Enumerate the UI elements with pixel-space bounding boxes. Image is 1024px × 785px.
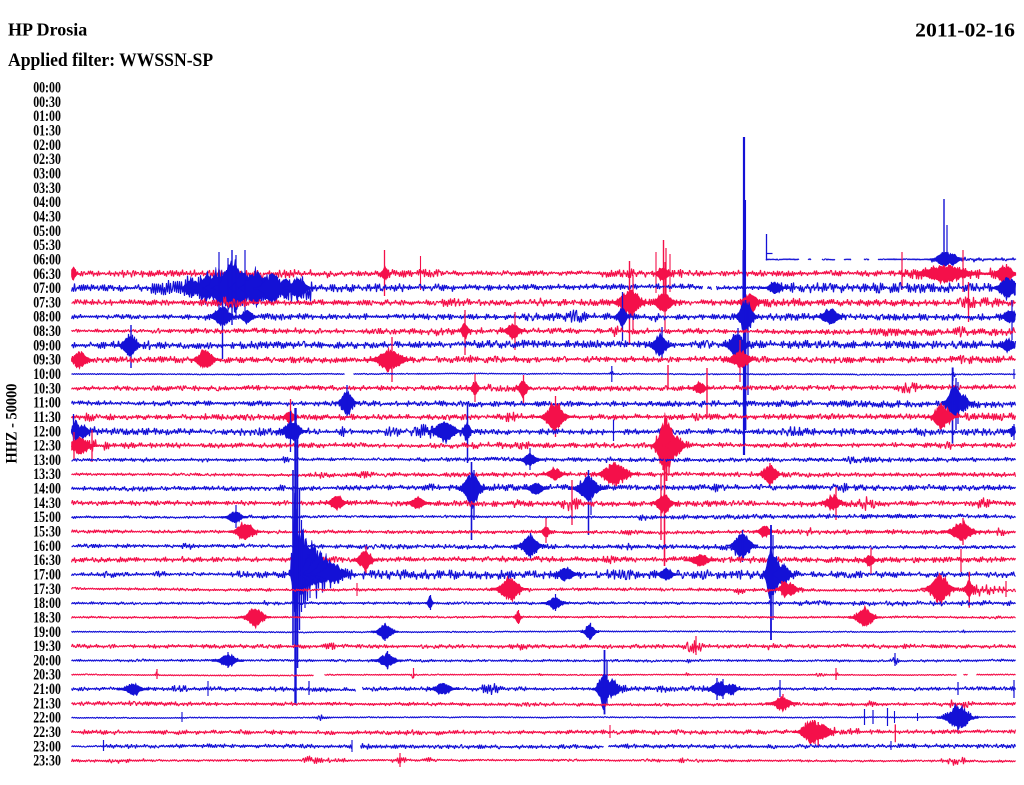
svg-text:20:30: 20:30 [33, 667, 61, 684]
svg-text:20:00: 20:00 [33, 652, 61, 669]
svg-text:06:30: 06:30 [33, 266, 61, 283]
svg-text:Applied filter: WWSSN-SP: Applied filter: WWSSN-SP [8, 50, 213, 71]
svg-text:08:00: 08:00 [33, 309, 61, 326]
svg-text:12:00: 12:00 [33, 423, 61, 440]
svg-text:11:00: 11:00 [33, 395, 61, 412]
svg-text:03:30: 03:30 [33, 180, 61, 197]
svg-text:01:30: 01:30 [33, 123, 61, 140]
svg-text:16:30: 16:30 [33, 552, 61, 569]
svg-text:19:00: 19:00 [33, 624, 61, 641]
svg-text:11:30: 11:30 [33, 409, 61, 426]
svg-text:HP Drosia: HP Drosia [8, 20, 87, 40]
svg-text:13:00: 13:00 [33, 452, 61, 469]
svg-text:07:00: 07:00 [33, 280, 61, 297]
svg-text:23:30: 23:30 [33, 753, 61, 770]
svg-text:19:30: 19:30 [33, 638, 61, 655]
svg-text:04:00: 04:00 [33, 194, 61, 211]
svg-text:21:00: 21:00 [33, 681, 61, 698]
svg-text:00:30: 00:30 [33, 94, 61, 111]
svg-text:05:00: 05:00 [33, 223, 61, 240]
svg-text:18:30: 18:30 [33, 609, 61, 626]
svg-text:15:30: 15:30 [33, 524, 61, 541]
svg-text:18:00: 18:00 [33, 595, 61, 612]
svg-text:17:30: 17:30 [33, 581, 61, 598]
svg-text:03:00: 03:00 [33, 166, 61, 183]
svg-text:22:30: 22:30 [33, 724, 61, 741]
svg-text:04:30: 04:30 [33, 209, 61, 226]
svg-text:06:00: 06:00 [33, 251, 61, 268]
svg-text:2011-02-16: 2011-02-16 [915, 20, 1015, 42]
svg-text:00:00: 00:00 [33, 80, 61, 97]
svg-text:12:30: 12:30 [33, 438, 61, 455]
svg-text:17:00: 17:00 [33, 567, 61, 584]
svg-text:22:00: 22:00 [33, 710, 61, 727]
svg-text:15:00: 15:00 [33, 509, 61, 526]
svg-text:14:30: 14:30 [33, 495, 61, 512]
svg-text:05:30: 05:30 [33, 237, 61, 254]
svg-text:07:30: 07:30 [33, 294, 61, 311]
svg-text:16:00: 16:00 [33, 538, 61, 555]
svg-text:21:30: 21:30 [33, 695, 61, 712]
svg-text:10:30: 10:30 [33, 380, 61, 397]
svg-text:02:30: 02:30 [33, 151, 61, 168]
svg-text:10:00: 10:00 [33, 366, 61, 383]
svg-text:14:00: 14:00 [33, 481, 61, 498]
svg-text:09:00: 09:00 [33, 337, 61, 354]
svg-text:01:00: 01:00 [33, 108, 61, 125]
svg-text:02:00: 02:00 [33, 137, 61, 154]
svg-text:HHZ - 50000: HHZ - 50000 [4, 383, 21, 463]
svg-text:23:00: 23:00 [33, 738, 61, 755]
svg-text:08:30: 08:30 [33, 323, 61, 340]
svg-text:09:30: 09:30 [33, 352, 61, 369]
svg-text:13:30: 13:30 [33, 466, 61, 483]
